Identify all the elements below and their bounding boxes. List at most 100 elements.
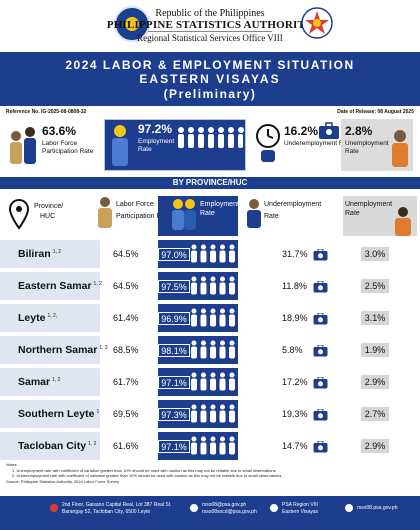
province-name: Eastern Samar 1, 2 bbox=[18, 280, 102, 292]
lfpr-label-2: Participation Rate bbox=[42, 148, 94, 155]
underemployment-label: Underemployment Rate bbox=[284, 140, 353, 147]
footer-address-2: Barangay 52, Tacloban City, 6500 Leyte bbox=[62, 509, 151, 515]
employment-cell: 96.9% bbox=[158, 312, 190, 325]
briefcase-icon bbox=[313, 248, 328, 261]
province-name-text: Eastern Samar bbox=[18, 280, 92, 292]
province-name: Samar 1, 2 bbox=[18, 376, 60, 388]
location-icon bbox=[50, 504, 58, 512]
province-name-text: Tacloban City bbox=[18, 440, 87, 452]
province-footnote: 1, 2 bbox=[52, 248, 62, 255]
employment-people-icon bbox=[191, 244, 254, 263]
header-republic: Republic of the Philippines bbox=[155, 8, 265, 19]
employment-people bbox=[190, 372, 256, 397]
underemployment-cell: 5.8% bbox=[282, 345, 303, 355]
province-label-bg bbox=[0, 432, 100, 460]
footer-email-1[interactable]: rsso08@psa.gov.ph bbox=[202, 502, 247, 508]
footer-email-2[interactable]: rsso08socd@psa.gov.ph bbox=[202, 509, 257, 515]
footer-facebook-1[interactable]: PSA Region VIII bbox=[282, 502, 318, 508]
footer-website[interactable]: rsso08.psa.gov.ph bbox=[357, 505, 398, 511]
header-agency: PHILIPPINE STATISTICS AUTHORITY bbox=[106, 19, 314, 31]
col-emp-2: Rate bbox=[200, 210, 215, 217]
header-office: Regional Statistical Services Office VII… bbox=[137, 33, 283, 43]
lfpr-cell: 64.5% bbox=[113, 249, 139, 259]
footer-facebook-2[interactable]: Eastern Visayas bbox=[282, 509, 319, 515]
reference-number: Reference No. IG-2025-08-0808-32 bbox=[6, 109, 87, 115]
psa-logo-icon bbox=[114, 6, 150, 42]
underemployment-cell: 19.3% bbox=[282, 409, 308, 419]
labor-force-people-icon bbox=[10, 127, 36, 164]
province-label-bg bbox=[0, 400, 100, 428]
emp-value: 97.2% bbox=[138, 122, 173, 136]
emp-label-2: Rate bbox=[138, 146, 152, 153]
province-footnote: 1, 2 bbox=[52, 376, 61, 383]
table-row: Samar 1, 2 61.7% 97.1% 17.2% 2.9% bbox=[0, 368, 420, 396]
worker-icon bbox=[112, 125, 128, 166]
emp-label-1: Employment bbox=[138, 138, 175, 145]
employment-people bbox=[190, 404, 256, 429]
province-label-bg bbox=[0, 272, 100, 300]
footer: 2nd Floor, Gaisano Capital Real, Lot 387… bbox=[0, 496, 420, 530]
jobseeker-icon bbox=[395, 207, 411, 236]
labor-force-icon bbox=[98, 197, 112, 228]
province-name: Tacloban City 1, 2 bbox=[18, 440, 96, 452]
unemployment-cell: 2.9% bbox=[361, 439, 389, 453]
facebook-icon bbox=[270, 504, 278, 512]
province-label-bg bbox=[0, 368, 100, 396]
province-footnote: 1, 2 bbox=[99, 344, 108, 351]
table-row: Eastern Samar 1, 2 64.5% 97.5% 11.8% 2.5% bbox=[0, 272, 420, 300]
lfpr-cell: 64.5% bbox=[113, 281, 139, 291]
col-emp-1: Employment bbox=[200, 201, 239, 208]
unemployment-cell: 3.1% bbox=[361, 311, 389, 325]
province-footnote: 1, 2, bbox=[47, 312, 58, 319]
unemployment-cell: 1.9% bbox=[361, 343, 389, 357]
underemployment-cell: 14.7% bbox=[282, 441, 308, 451]
col-unemp-2: Rate bbox=[345, 210, 360, 217]
province-name: Leyte 1, 2, bbox=[18, 312, 57, 324]
underemployed-icon bbox=[247, 199, 261, 228]
employees-icon bbox=[172, 199, 196, 230]
briefcase-icon bbox=[313, 344, 328, 357]
employment-cell: 97.1% bbox=[158, 376, 190, 389]
title-main: 2024 LABOR & EMPLOYMENT SITUATION bbox=[65, 58, 355, 72]
underemployment-cell: 18.9% bbox=[282, 313, 308, 323]
province-name-text: Leyte bbox=[18, 312, 46, 324]
underemployment-value: 16.2% bbox=[284, 124, 319, 138]
table-row: Biliran 1, 2 64.5% 97.0% 31.7% 3.0% bbox=[0, 240, 420, 268]
note-1: 1. Unemployment rate with coefficient of… bbox=[12, 467, 277, 473]
province-name: Northern Samar 1, 2 bbox=[18, 344, 108, 356]
lfpr-cell: 68.5% bbox=[113, 345, 139, 355]
unemployment-cell: 2.5% bbox=[361, 279, 389, 293]
header-divider bbox=[148, 31, 272, 32]
employed-people-icon bbox=[178, 127, 244, 148]
col-lfpr-1: Labor Force bbox=[116, 201, 154, 208]
clock-person-icon bbox=[256, 124, 280, 162]
website-icon bbox=[345, 504, 353, 512]
employment-cell: 97.1% bbox=[158, 440, 190, 453]
briefcase-icon bbox=[313, 376, 328, 389]
employment-people bbox=[190, 340, 256, 365]
notes-heading: Notes: bbox=[6, 462, 18, 467]
employment-people bbox=[190, 276, 256, 301]
map-pin-icon bbox=[8, 198, 30, 230]
briefcase-icon bbox=[313, 440, 328, 453]
release-date: Date of Release: 08 August 2025 bbox=[337, 109, 414, 115]
employment-people-icon bbox=[191, 340, 254, 359]
unemp-value: 2.8% bbox=[345, 124, 373, 138]
source-note: Source: Philippine Statistics Authority,… bbox=[6, 478, 120, 484]
unemployed-person-icon bbox=[392, 130, 408, 167]
province-name: Biliran 1, 2 bbox=[18, 248, 61, 260]
unemployment-cell: 2.9% bbox=[361, 375, 389, 389]
footer-address-1: 2nd Floor, Gaisano Capital Real, Lot 387… bbox=[62, 502, 172, 508]
province-name: Southern Leyte 1 bbox=[18, 408, 99, 420]
lfpr-label-1: Labor Force bbox=[42, 140, 78, 147]
title-status: (Preliminary) bbox=[163, 87, 257, 101]
province-footnote: 1, 2 bbox=[88, 440, 97, 447]
province-footnote: 1, 2 bbox=[93, 280, 102, 287]
lfpr-cell: 61.6% bbox=[113, 441, 139, 451]
employment-cell: 98.1% bbox=[158, 344, 190, 357]
table-row: Leyte 1, 2, 61.4% 96.9% 18.9% 3.1% bbox=[0, 304, 420, 332]
lfpr-cell: 69.5% bbox=[113, 409, 139, 419]
province-footnote: 1 bbox=[96, 408, 100, 415]
col-province-1: Province/ bbox=[34, 203, 64, 210]
summary-row: 63.6% Labor Force Participation Rate 97.… bbox=[0, 116, 420, 174]
